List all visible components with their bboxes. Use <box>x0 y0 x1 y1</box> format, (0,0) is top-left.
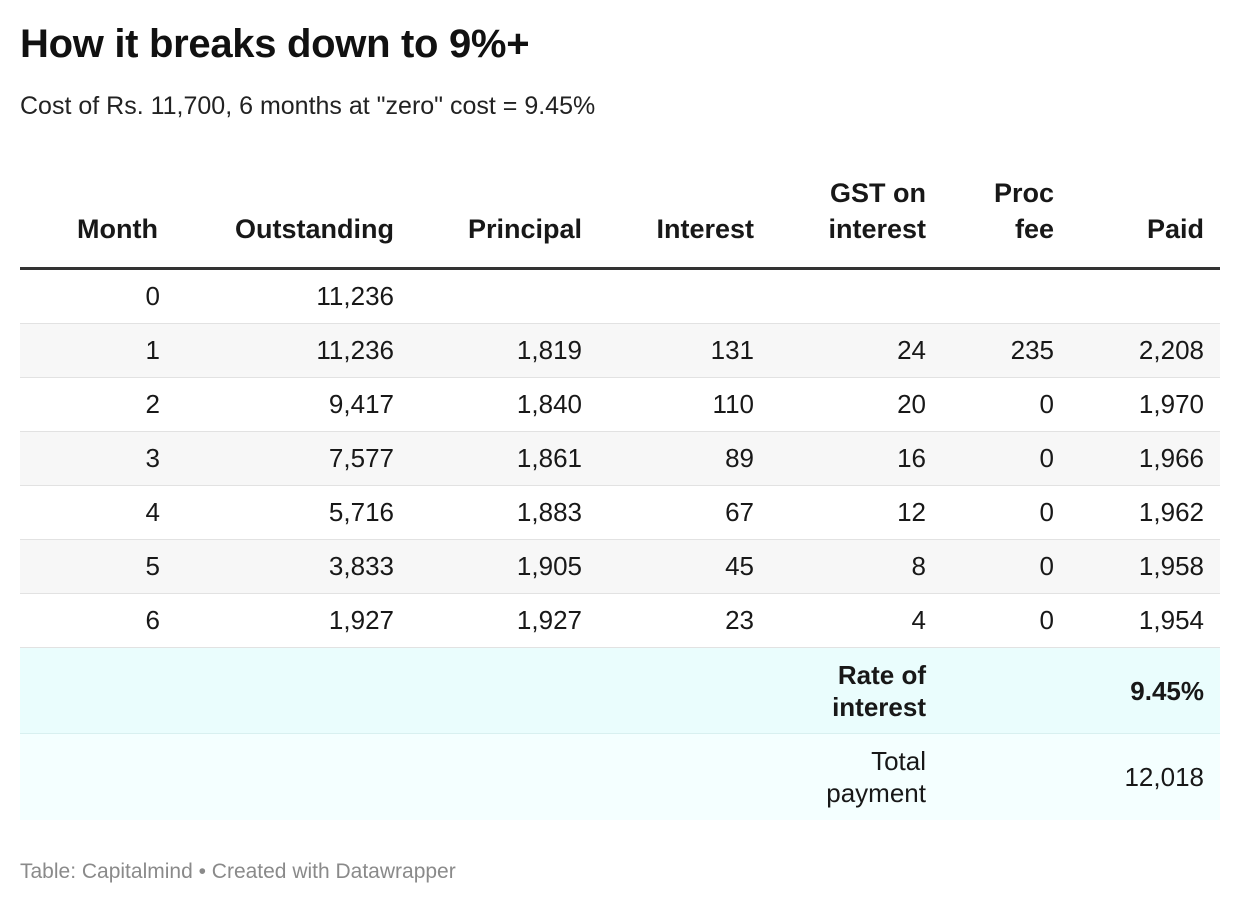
cell-gst: 16 <box>897 443 926 473</box>
table-header-row: Month Outstanding Principal Interest GST… <box>20 178 1220 270</box>
table-row: 3 7,577 1,861 89 16 0 1,966 <box>20 432 1220 486</box>
header-gst-line-2: interest <box>828 214 926 244</box>
header-proc-line-1: Proc <box>993 178 1054 208</box>
summary-label-rate-line-2: interest <box>832 691 926 722</box>
summary-value-rate: 9.45% <box>1130 675 1204 706</box>
cell-principal: 1,861 <box>516 443 582 473</box>
table-row: 5 3,833 1,905 45 8 0 1,958 <box>20 540 1220 594</box>
cell-principal: 1,927 <box>516 605 582 635</box>
summary-row-rate: Rate of interest 9.45% <box>20 648 1220 734</box>
cell-principal: 1,840 <box>516 389 582 419</box>
summary-label-total: Total payment <box>770 745 942 809</box>
cell-outstanding: 9,417 <box>328 389 394 419</box>
summary-label-rate-line-1: Rate of <box>837 659 926 690</box>
cell-proc-fee: 0 <box>1039 551 1054 581</box>
cell-paid: 1,958 <box>1138 551 1204 581</box>
cell-outstanding: 11,236 <box>316 335 394 365</box>
cell-paid: 1,962 <box>1138 497 1204 527</box>
cell-proc-fee: 0 <box>1039 497 1054 527</box>
cell-interest: 89 <box>725 443 754 473</box>
cell-paid: 1,966 <box>1138 443 1204 473</box>
cell-paid: 1,954 <box>1138 605 1204 635</box>
cell-gst: 12 <box>897 497 926 527</box>
header-interest: Interest <box>656 214 754 244</box>
header-gst-on-interest: GST on interest <box>770 175 942 247</box>
header-month: Month <box>77 214 158 244</box>
summary-label-rate: Rate of interest <box>770 659 942 723</box>
header-proc-line-2: fee <box>1014 214 1054 244</box>
cell-interest: 110 <box>712 389 754 419</box>
cell-paid: 1,970 <box>1138 389 1204 419</box>
header-paid: Paid <box>1146 214 1204 244</box>
summary-value-total: 12,018 <box>1124 762 1204 792</box>
cell-outstanding: 7,577 <box>328 443 394 473</box>
summary-label-total-line-1: Total <box>871 746 926 776</box>
cell-gst: 8 <box>911 551 926 581</box>
table-row: 4 5,716 1,883 67 12 0 1,962 <box>20 486 1220 540</box>
cell-outstanding: 11,236 <box>316 281 394 311</box>
cell-interest: 67 <box>725 497 754 527</box>
cell-proc-fee: 0 <box>1039 389 1054 419</box>
header-proc-fee: Proc fee <box>942 175 1070 247</box>
table-row: 0 11,236 <box>20 270 1220 324</box>
cell-outstanding: 3,833 <box>328 551 394 581</box>
source-footer: Table: Capitalmind • Created with Datawr… <box>20 860 456 883</box>
cell-outstanding: 1,927 <box>328 605 394 635</box>
cell-month: 5 <box>145 551 160 581</box>
header-gst-line-1: GST on <box>830 178 926 208</box>
cell-proc-fee: 0 <box>1039 605 1054 635</box>
summary-label-total-line-2: payment <box>826 778 926 808</box>
cell-principal: 1,819 <box>516 335 582 365</box>
header-outstanding: Outstanding <box>235 214 394 244</box>
chart-subtitle: Cost of Rs. 11,700, 6 months at "zero" c… <box>20 92 596 120</box>
cell-month: 0 <box>145 281 160 311</box>
cell-month: 4 <box>145 497 160 527</box>
cell-month: 6 <box>145 605 160 635</box>
cell-principal: 1,883 <box>516 497 582 527</box>
cell-interest: 45 <box>725 551 754 581</box>
cell-proc-fee: 0 <box>1039 443 1054 473</box>
cell-gst: 24 <box>897 335 926 365</box>
data-table: Month Outstanding Principal Interest GST… <box>20 178 1220 820</box>
cell-proc-fee: 235 <box>1010 335 1054 365</box>
header-principal: Principal <box>467 214 582 244</box>
table-row: 2 9,417 1,840 110 20 0 1,970 <box>20 378 1220 432</box>
cell-principal: 1,905 <box>516 551 582 581</box>
cell-month: 2 <box>145 389 160 419</box>
summary-row-total: Total payment 12,018 <box>20 734 1220 820</box>
cell-outstanding: 5,716 <box>328 497 394 527</box>
cell-gst: 4 <box>911 605 926 635</box>
cell-interest: 23 <box>725 605 754 635</box>
table-body: 0 11,236 1 11,236 1,819 131 24 235 2,208 2 9,417 1,… <box>20 270 1220 648</box>
cell-month: 3 <box>145 443 160 473</box>
cell-month: 1 <box>145 335 160 365</box>
chart-title: How it breaks down to 9%+ <box>20 22 530 66</box>
table-row: 1 11,236 1,819 131 24 235 2,208 <box>20 324 1220 378</box>
cell-interest: 131 <box>710 335 754 365</box>
cell-paid: 2,208 <box>1138 335 1204 365</box>
cell-gst: 20 <box>897 389 926 419</box>
table-row: 6 1,927 1,927 23 4 0 1,954 <box>20 594 1220 648</box>
